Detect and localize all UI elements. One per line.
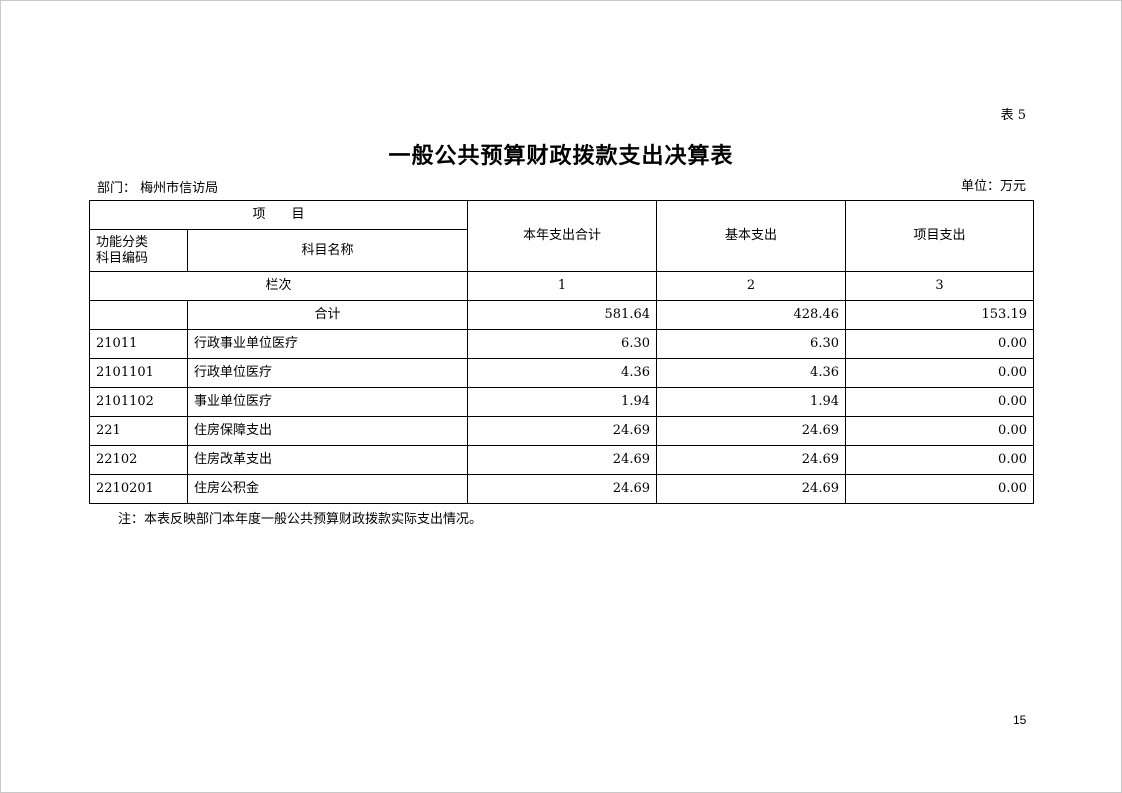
cell-code: 221 (89, 416, 188, 446)
footnote: 注：本表反映部门本年度一般公共预算财政拨款实际支出情况。 (118, 512, 483, 527)
cell-basic: 1.94 (656, 387, 846, 417)
table-row: 2101102 事业单位医疗 1.94 1.94 0.00 (89, 387, 1034, 417)
header-item: 项 目 (89, 200, 468, 230)
column-3: 3 (845, 271, 1034, 301)
cell-project: 0.00 (845, 416, 1034, 446)
column-label: 栏次 (89, 271, 468, 301)
column-1: 1 (467, 271, 657, 301)
total-total: 581.64 (467, 300, 657, 330)
total-row: 合计 581.64 428.46 153.19 (89, 300, 1034, 330)
table-row: 2101101 行政单位医疗 4.36 4.36 0.00 (89, 358, 1034, 388)
table-row: 2210201 住房公积金 24.69 24.69 0.00 (89, 474, 1034, 504)
cell-code: 2210201 (89, 474, 188, 504)
cell-name: 行政事业单位医疗 (187, 329, 468, 359)
page-number: 15 (1013, 713, 1027, 727)
cell-total: 24.69 (467, 445, 657, 475)
page-title: 一般公共预算财政拨款支出决算表 (388, 144, 734, 169)
cell-basic: 24.69 (656, 445, 846, 475)
cell-total: 24.69 (467, 474, 657, 504)
cell-basic: 6.30 (656, 329, 846, 359)
table-row: 221 住房保障支出 24.69 24.69 0.00 (89, 416, 1034, 446)
cell-name: 住房保障支出 (187, 416, 468, 446)
cell-project: 0.00 (845, 445, 1034, 475)
cell-name: 住房改革支出 (187, 445, 468, 475)
table-number: 表 5 (1000, 108, 1026, 123)
cell-name: 事业单位医疗 (187, 387, 468, 417)
header-code-line1: 功能分类 (96, 234, 149, 250)
cell-name: 行政单位医疗 (187, 358, 468, 388)
cell-total: 24.69 (467, 416, 657, 446)
cell-project: 0.00 (845, 329, 1034, 359)
header-basic: 基本支出 (656, 200, 846, 272)
table-row: 22102 住房改革支出 24.69 24.69 0.00 (89, 445, 1034, 475)
cell-code: 2101101 (89, 358, 188, 388)
unit-label: 单位：万元 (960, 179, 1026, 194)
department-label: 部门： 梅州市信访局 (97, 181, 219, 196)
expenditure-table: 项 目 本年支出合计 基本支出 项目支出 功能分类 科目编码 科目名称 栏次 1 … (89, 200, 1034, 504)
header-code: 功能分类 科目编码 (89, 229, 188, 272)
total-basic: 428.46 (656, 300, 846, 330)
cell-total: 1.94 (467, 387, 657, 417)
header-total: 本年支出合计 (467, 200, 657, 272)
cell-basic: 24.69 (656, 416, 846, 446)
header-project: 项目支出 (845, 200, 1034, 272)
total-label: 合计 (187, 300, 468, 330)
cell-basic: 24.69 (656, 474, 846, 504)
cell-code: 2101102 (89, 387, 188, 417)
cell-code: 21011 (89, 329, 188, 359)
cell-project: 0.00 (845, 387, 1034, 417)
cell-total: 6.30 (467, 329, 657, 359)
header-name: 科目名称 (187, 229, 468, 272)
cell-project: 0.00 (845, 474, 1034, 504)
total-code (89, 300, 188, 330)
cell-project: 0.00 (845, 358, 1034, 388)
column-2: 2 (656, 271, 846, 301)
cell-name: 住房公积金 (187, 474, 468, 504)
total-project: 153.19 (845, 300, 1034, 330)
cell-basic: 4.36 (656, 358, 846, 388)
table-row: 21011 行政事业单位医疗 6.30 6.30 0.00 (89, 329, 1034, 359)
cell-total: 4.36 (467, 358, 657, 388)
header-code-line2: 科目编码 (96, 250, 149, 266)
cell-code: 22102 (89, 445, 188, 475)
